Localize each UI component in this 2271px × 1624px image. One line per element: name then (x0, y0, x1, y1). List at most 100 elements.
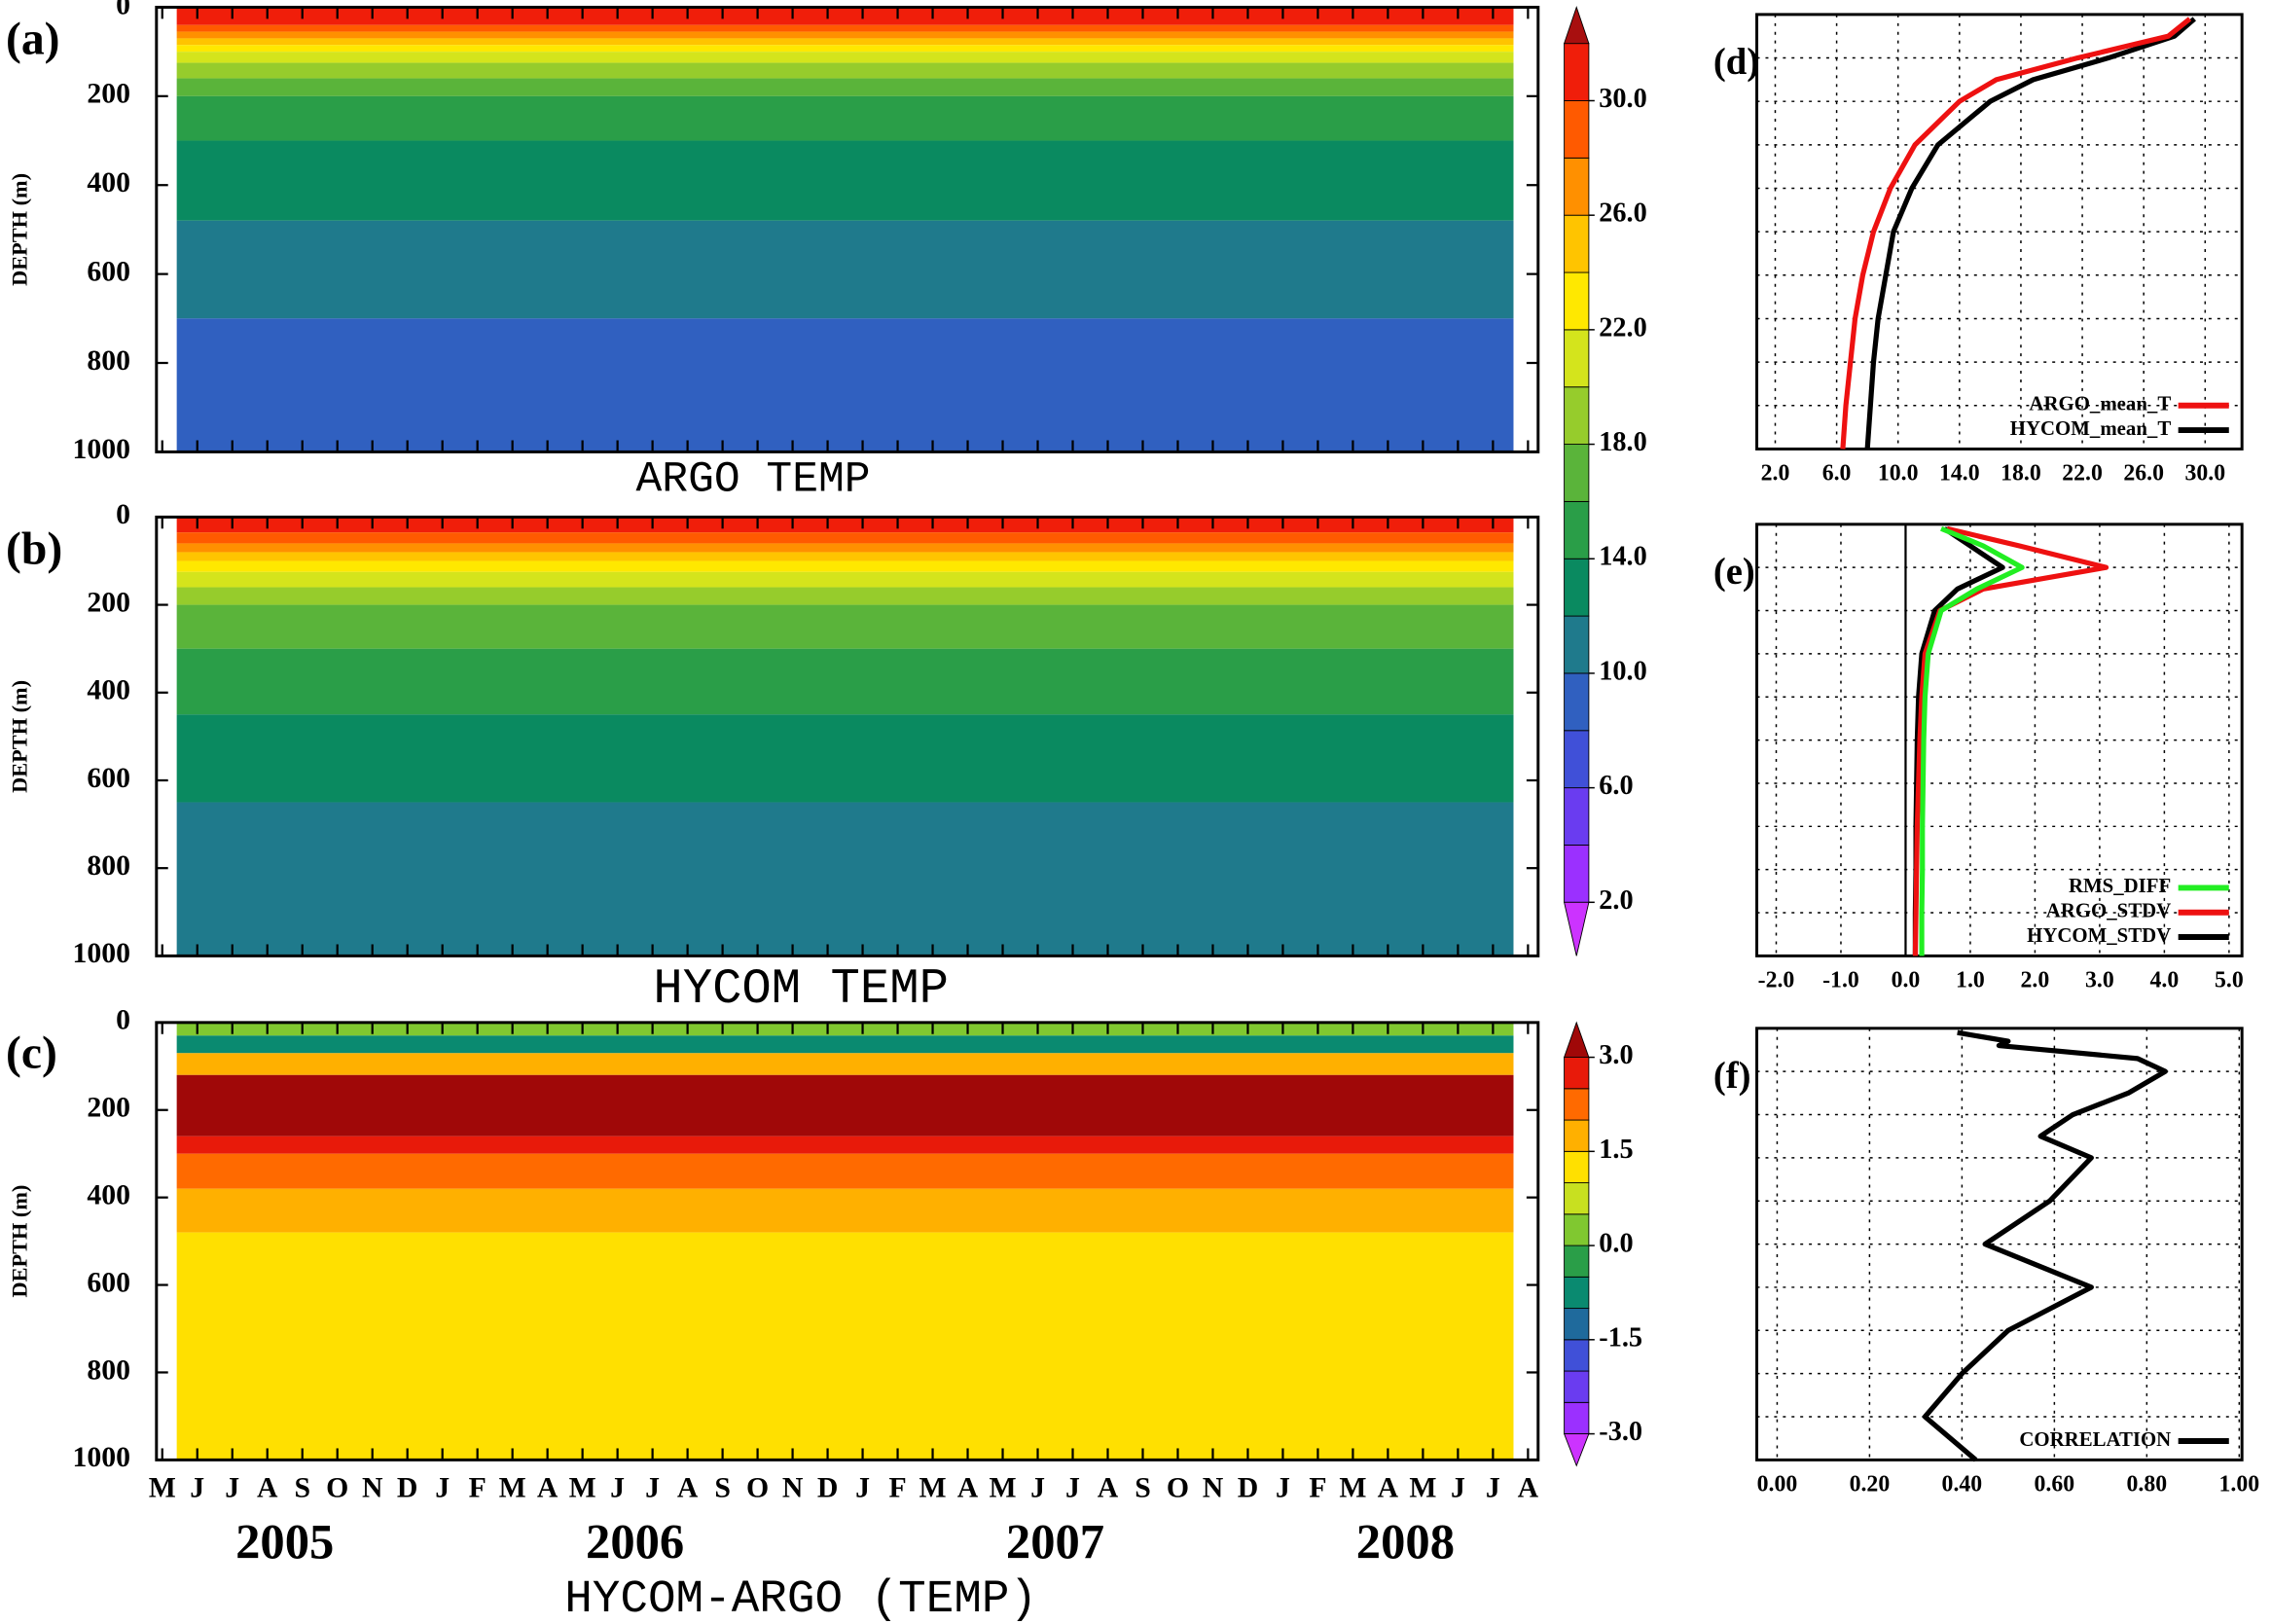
y-tick-label: 1000 (73, 937, 130, 969)
contour-band (176, 1053, 1514, 1075)
legend-label: ARGO_mean_T (2029, 392, 2171, 415)
panel-title: HYCOM TEMP (653, 962, 949, 1018)
contour-band (176, 1022, 1514, 1036)
x-tick-label: M (1339, 1471, 1366, 1503)
year-label: 2005 (235, 1514, 334, 1569)
contour-band (176, 604, 1514, 649)
colorbar-tick-label: 22.0 (1599, 312, 1646, 343)
x-tick-label: A (1518, 1471, 1539, 1503)
contour-band (176, 220, 1514, 319)
x-tick-label: 0.40 (1942, 1472, 1983, 1498)
x-tick-label: 0.80 (2127, 1472, 2168, 1498)
x-tick-label: 3.0 (2085, 968, 2114, 993)
x-tick-label: N (1203, 1471, 1224, 1503)
x-tick-label: O (1167, 1471, 1189, 1503)
contour-band (176, 1188, 1514, 1233)
x-tick-label: F (469, 1471, 487, 1503)
colorbar-tick-label: 3.0 (1599, 1040, 1633, 1070)
colorbar-tick-label: 10.0 (1599, 656, 1646, 686)
x-tick-label: 26.0 (2123, 461, 2164, 487)
colorbar-band (1564, 500, 1590, 559)
x-tick-label: A (1098, 1471, 1119, 1503)
colorbar-band (1564, 1339, 1590, 1372)
contour-band (176, 714, 1514, 803)
y-tick-label: 400 (87, 1178, 130, 1210)
panel-label: (d) (1713, 42, 1759, 83)
series-line (1912, 526, 2005, 956)
y-axis-label: DEPTH (m) (8, 1185, 32, 1298)
contour-band (176, 517, 1514, 533)
y-axis-label: DEPTH (m) (8, 680, 32, 793)
x-tick-label: F (1309, 1471, 1326, 1503)
colorbar-band (1564, 1308, 1590, 1341)
y-tick-label: 1000 (73, 433, 130, 465)
colorbar-band (1564, 1213, 1590, 1246)
legend-label: RMS_DIFF (2069, 874, 2171, 897)
x-tick-label: 22.0 (2062, 461, 2103, 487)
contour-band (176, 1136, 1514, 1154)
x-tick-label: J (435, 1471, 450, 1503)
x-tick-label: J (645, 1471, 660, 1503)
contour-band (176, 62, 1514, 79)
colorbar-tick-label: 1.5 (1599, 1135, 1633, 1165)
year-label: 2007 (1006, 1514, 1104, 1569)
colorbar-band (1564, 1119, 1590, 1152)
x-tick-label: M (499, 1471, 526, 1503)
x-tick-label: 5.0 (2215, 968, 2244, 993)
x-tick-label: A (537, 1471, 559, 1503)
panel-label: (a) (6, 15, 60, 65)
x-tick-label: 6.0 (1822, 461, 1852, 487)
contour-band (176, 318, 1514, 452)
x-tick-label: A (677, 1471, 699, 1503)
contour-band (176, 802, 1514, 956)
x-tick-label: J (1451, 1471, 1465, 1503)
colorbar-band (1564, 1057, 1590, 1090)
colorbar-band (1564, 1276, 1590, 1310)
x-tick-label: J (855, 1471, 870, 1503)
plot-frame (1755, 1027, 2244, 1462)
x-tick-label: -1.0 (1822, 968, 1859, 993)
x-tick-label: F (888, 1471, 906, 1503)
colorbar-over (1563, 1021, 1590, 1059)
x-tick-label: J (225, 1471, 239, 1503)
y-tick-label: 600 (87, 1266, 130, 1298)
y-tick-label: 800 (87, 1353, 130, 1386)
x-tick-label: 4.0 (2150, 968, 2180, 993)
contour-band (176, 52, 1514, 63)
y-axis-label: DEPTH (m) (8, 173, 32, 286)
contour-band (176, 140, 1514, 221)
y-tick-label: 200 (87, 586, 130, 618)
colorbar-band (1564, 1150, 1590, 1184)
colorbar-under (1564, 901, 1590, 956)
legend-label: ARGO_STDV (2046, 899, 2171, 922)
contour-band (176, 560, 1514, 572)
y-tick-label: 200 (87, 78, 130, 110)
x-tick-label: S (1135, 1471, 1151, 1503)
contour-band (176, 571, 1514, 588)
contour-band (176, 552, 1514, 561)
y-tick-label: 0 (116, 1004, 130, 1036)
y-tick-label: 400 (87, 674, 130, 706)
plot-frame (1755, 13, 2244, 451)
x-tick-label: 0.0 (1892, 968, 1921, 993)
colorbar-band (1564, 43, 1590, 101)
legend-label: CORRELATION (2019, 1427, 2171, 1451)
colorbar-band (1564, 845, 1590, 903)
x-tick-label: M (149, 1471, 176, 1503)
colorbar-tick-label: 26.0 (1599, 198, 1646, 229)
colorbar-band (1564, 386, 1590, 446)
x-tick-label: D (397, 1471, 418, 1503)
contour-band (176, 587, 1514, 605)
series-line (1922, 1029, 2168, 1462)
contour-band (176, 95, 1514, 141)
series-line (1912, 525, 2109, 956)
x-tick-label: 1.0 (1956, 968, 1985, 993)
colorbar-band (1564, 444, 1590, 502)
y-tick-label: 800 (87, 849, 130, 882)
contour-band (176, 45, 1514, 53)
colorbar-band (1564, 672, 1590, 732)
plot-frame (155, 515, 1540, 957)
x-tick-label: A (957, 1471, 979, 1503)
plot-frame (155, 1021, 1540, 1462)
